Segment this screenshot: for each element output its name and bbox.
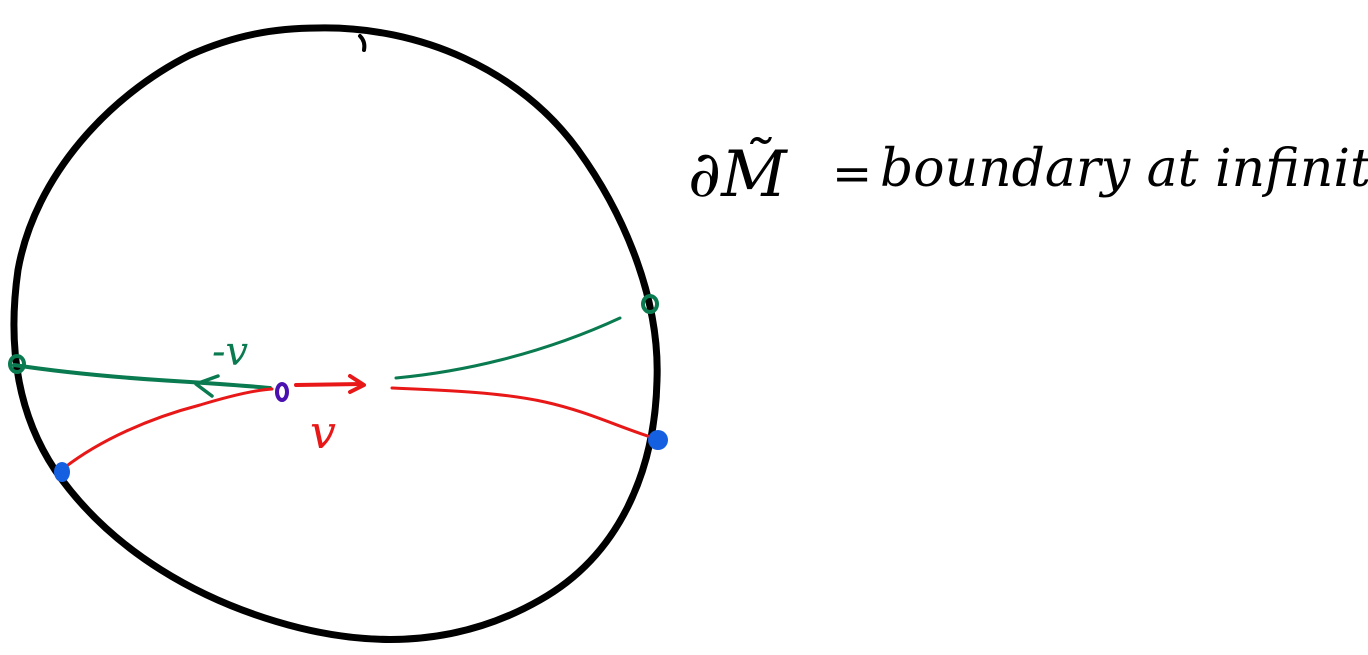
universal-cover-disk <box>10 24 661 643</box>
negative-geodesic-left <box>12 363 272 390</box>
pen-tail-mark <box>358 34 367 52</box>
positive-arrow-shaft <box>294 382 364 387</box>
caption-equals: = <box>832 146 872 202</box>
negative-vector-label: -v <box>212 329 249 375</box>
positive-arrowhead <box>348 374 366 394</box>
negative-arrowhead <box>194 374 220 398</box>
positive-endpoint-right <box>648 430 668 450</box>
caption-text: boundary at infinity <box>880 139 1368 199</box>
positive-geodesic-left <box>62 387 274 470</box>
negative-endpoint-right <box>641 294 659 314</box>
positive-endpoint-left <box>54 462 70 482</box>
negative-endpoint-left <box>8 354 26 374</box>
positive-geodesic-right <box>390 386 662 442</box>
caption-symbol: ∂M̃ <box>688 137 788 212</box>
base-point <box>275 382 289 402</box>
positive-vector-label: v <box>310 405 336 459</box>
negative-geodesic-right <box>394 316 622 380</box>
